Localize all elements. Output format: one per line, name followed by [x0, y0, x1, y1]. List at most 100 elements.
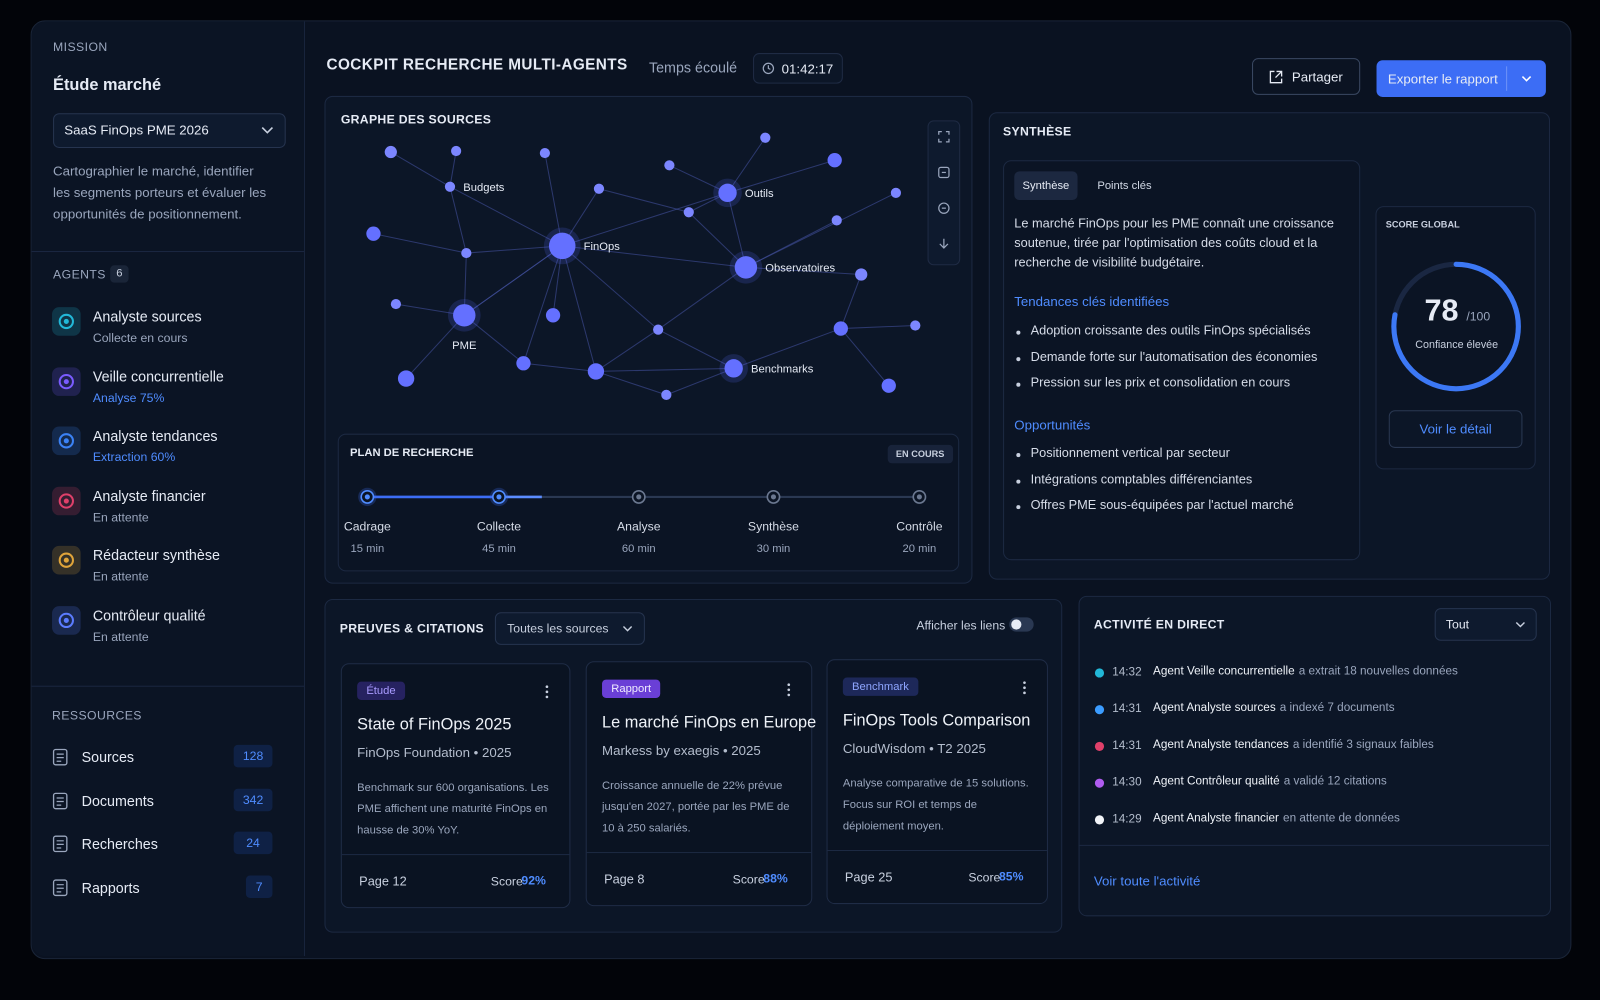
card-tag: Benchmark — [842, 677, 918, 696]
activity-dot — [1094, 705, 1105, 715]
export-button[interactable]: Exporter le rapport — [1376, 60, 1546, 97]
graph-edge — [405, 314, 465, 379]
divider — [1078, 844, 1549, 846]
graph-edge — [395, 303, 465, 316]
glyph — [58, 373, 74, 389]
graph-edge — [544, 152, 563, 247]
links-toggle[interactable] — [1009, 617, 1034, 632]
citation-card[interactable]: Étude State of FinOps 2025 FinOps Foundati… — [340, 663, 571, 909]
card-score-label: Score — [968, 870, 1001, 885]
agent-icon — [52, 366, 81, 396]
card-tag: Rapport — [602, 679, 661, 698]
graph-node — [653, 324, 664, 335]
mission-description: Cartographier le marché, identifier les … — [53, 163, 267, 222]
detail-button[interactable]: Voir le détail — [1388, 410, 1523, 448]
resource-count: 342 — [233, 788, 273, 811]
graph-node — [444, 181, 456, 192]
agent-name: Analyste tendances — [92, 427, 218, 444]
glyph — [787, 693, 791, 697]
glyph — [52, 792, 68, 809]
download-icon[interactable] — [938, 238, 950, 250]
graph-node — [831, 215, 842, 226]
citation-card[interactable]: Rapport Le marché FinOps en Europe Markess… — [585, 661, 816, 907]
glyph — [58, 313, 74, 330]
score-label: SCORE GLOBAL — [1385, 219, 1460, 230]
activity-filter-value: Tout — [1445, 617, 1470, 632]
resource-label[interactable]: Recherches — [81, 835, 158, 853]
chevron — [1521, 75, 1532, 82]
graph-node — [587, 363, 605, 380]
glyph — [63, 557, 69, 563]
activity-dot — [1094, 668, 1105, 678]
citation-card[interactable]: Benchmark FinOps Tools Comparison CloudWis… — [826, 659, 1048, 905]
elapsed-label: Temps écoulé — [648, 59, 738, 76]
graph-edge — [562, 245, 746, 268]
bullet — [1016, 453, 1021, 458]
graph-node — [516, 356, 531, 371]
activity-text: Agent Analyste tendances a identifié 3 si… — [1153, 739, 1434, 751]
graph-node — [833, 321, 848, 336]
graph-node — [453, 304, 476, 327]
graph-edge — [745, 192, 897, 268]
resource-label[interactable]: Documents — [81, 792, 154, 809]
graph-edge — [466, 245, 563, 254]
mission-select[interactable]: SaaS FinOps PME 2026 — [53, 113, 286, 148]
graph-edge — [449, 150, 457, 187]
graph-node — [760, 132, 771, 143]
share-button[interactable]: Partager — [1252, 58, 1361, 95]
card-score: 88% — [763, 871, 788, 886]
card-tag: Étude — [357, 681, 405, 700]
graph-edge — [745, 266, 862, 275]
tab[interactable]: Points clés — [1097, 179, 1152, 192]
glyph — [63, 438, 69, 444]
graph-edge — [727, 159, 835, 194]
glyph — [787, 683, 791, 687]
activity-agent: Agent Analyste tendances — [1153, 738, 1289, 752]
tab-active[interactable]: Synthèse — [1014, 171, 1078, 200]
agent-glyph — [58, 492, 74, 509]
resource-label[interactable]: Rapports — [81, 879, 140, 896]
agent-status: Collecte en cours — [92, 330, 188, 345]
glyph — [58, 492, 74, 509]
graph-node — [661, 389, 672, 400]
score-max: /100 — [1466, 309, 1491, 324]
glyph — [63, 318, 69, 324]
graph-edge — [727, 137, 766, 194]
card-score: 92% — [521, 873, 546, 888]
activity-time: 14:31 — [1112, 703, 1142, 716]
activity-agent: Agent Analyste sources — [1153, 702, 1276, 715]
step-name: Contrôle — [896, 519, 943, 534]
source-filter-value: Toutes les sources — [507, 621, 609, 636]
activity-action: a identifié 3 signaux faibles — [1292, 738, 1434, 752]
bullet — [1016, 356, 1021, 361]
expand-icon[interactable] — [938, 131, 950, 143]
graph-edge — [373, 233, 467, 254]
elapsed-time: 01:42:17 — [781, 61, 834, 77]
evidence-title: PREUVES & CITATIONS — [339, 621, 484, 636]
agent-name: Analyste financier — [92, 487, 206, 504]
chevron — [1515, 621, 1525, 628]
resource-count: 7 — [245, 874, 273, 898]
activity-more[interactable]: Voir toute l'activité — [1093, 873, 1201, 889]
glyph — [56, 883, 64, 892]
activity-action: a indexé 7 documents — [1279, 702, 1395, 715]
mission-label: MISSION — [53, 39, 108, 55]
step-dot — [496, 494, 502, 500]
resource-label[interactable]: Sources — [81, 748, 135, 766]
activity-filter[interactable]: Tout — [1434, 608, 1537, 641]
graph-node — [855, 268, 868, 281]
graph-node — [734, 256, 758, 279]
card-divider — [341, 854, 570, 856]
glyph — [787, 688, 791, 692]
fit-icon[interactable] — [938, 166, 950, 179]
agent-icon — [52, 545, 81, 575]
agent-status: En attente — [92, 509, 149, 524]
graph-edge — [595, 329, 659, 372]
source-filter[interactable]: Toutes les sources — [494, 612, 645, 645]
glyph — [545, 695, 549, 699]
step-duration: 45 min — [482, 542, 516, 556]
graph-edge — [561, 245, 597, 372]
card-menu — [545, 685, 549, 699]
zoom-icon[interactable] — [938, 202, 950, 214]
